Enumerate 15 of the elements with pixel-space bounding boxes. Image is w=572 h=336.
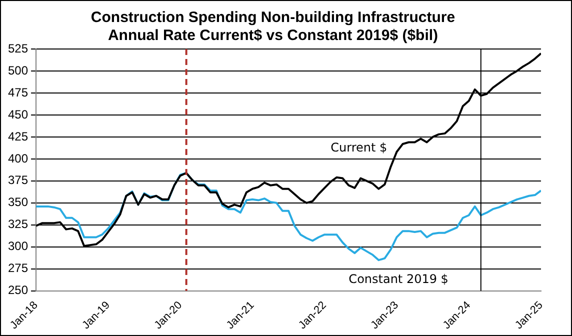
series-label: Constant 2019 $ xyxy=(348,272,448,286)
y-tick-label: 450 xyxy=(8,107,28,122)
y-tick-label: 250 xyxy=(8,283,28,298)
y-tick-label: 400 xyxy=(8,151,28,166)
y-tick-label: 275 xyxy=(8,261,28,276)
y-tick-label: 525 xyxy=(8,41,28,56)
y-tick-label: 350 xyxy=(8,195,28,210)
y-tick-label: 500 xyxy=(8,63,28,78)
y-tick-label: 425 xyxy=(8,129,28,144)
chart-title: Construction Spending Non-building Infrastructure Annual Rate Current$ vs Constant 2019$ ($bil) xyxy=(90,9,456,44)
y-tick-label: 300 xyxy=(8,239,28,254)
y-tick-label: 475 xyxy=(8,85,28,100)
series-label: Current $ xyxy=(330,140,388,154)
y-tick-label: 325 xyxy=(8,217,28,232)
y-tick-label: 375 xyxy=(8,173,28,188)
